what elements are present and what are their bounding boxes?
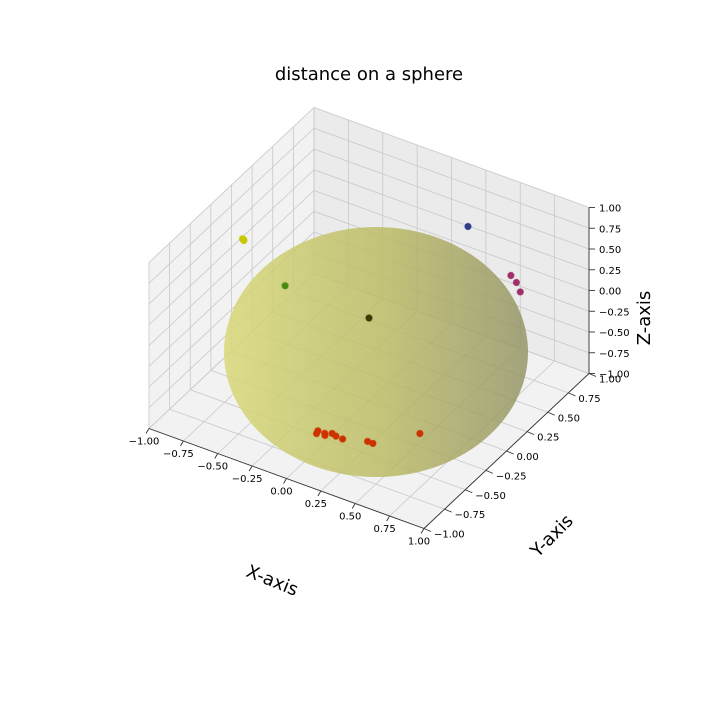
- side-gridline-z: [148, 107, 315, 263]
- y-tick-label: 0.25: [537, 433, 559, 444]
- z-tick-label: −0.25: [599, 307, 630, 318]
- x-tick-mark: [145, 428, 150, 434]
- scatter-point-2: [512, 278, 521, 287]
- x-tick-mark: [283, 478, 287, 484]
- x-tick-mark: [351, 503, 356, 509]
- back-gridline-z: [313, 107, 590, 208]
- x-tick-mark: [420, 528, 425, 534]
- y-axis-label: Y-axis: [526, 511, 578, 563]
- y-tick-label: 0.50: [558, 413, 580, 424]
- x-axis-label: X-axis: [243, 561, 301, 601]
- y-tick-mark: [444, 508, 452, 513]
- chart-title: distance on a sphere: [275, 64, 463, 85]
- x-tick-label: −0.75: [163, 449, 194, 460]
- y-tick-mark: [485, 469, 494, 474]
- scatter-point-0: [464, 222, 472, 231]
- x-tick-label: 1.00: [408, 537, 430, 548]
- scatter-point-16: [338, 435, 347, 443]
- z-tick-label: 0.50: [599, 245, 621, 256]
- z-tick-label: 0.25: [599, 266, 621, 277]
- z-axis-label: Z-axis: [634, 291, 655, 346]
- scatter-point-18: [321, 431, 329, 440]
- scatter-point-1: [507, 271, 515, 280]
- scatter-point-9: [416, 429, 424, 438]
- z-tick-label: −1.00: [599, 370, 630, 381]
- side-gridline-z: [148, 148, 315, 305]
- scatter-point-17: [312, 429, 321, 438]
- y-tick-label: −0.75: [455, 510, 486, 521]
- x-tick-label: −0.25: [232, 474, 263, 485]
- z-tick-label: 0.75: [599, 224, 621, 235]
- x-tick-mark: [248, 465, 253, 472]
- scatter-point-11: [369, 439, 377, 448]
- x-tick-mark: [386, 515, 391, 522]
- scatter-point-7: [281, 282, 289, 290]
- sphere-surface: [224, 227, 528, 477]
- y-tick-mark: [465, 489, 473, 494]
- x-tick-label: 0.75: [373, 524, 395, 535]
- x-tick-label: 0.25: [305, 499, 327, 510]
- y-tick-label: −0.50: [475, 491, 506, 502]
- y-tick-label: 0.75: [578, 394, 600, 405]
- x-tick-label: −0.50: [197, 462, 228, 473]
- x-tick-label: 0.00: [270, 487, 292, 498]
- back-gridline-z: [313, 148, 590, 250]
- side-gridline-z: [148, 169, 315, 326]
- y-tick-mark: [568, 392, 576, 397]
- z-tick-label: −0.50: [599, 328, 630, 339]
- back-gridline-z: [313, 169, 590, 271]
- x-tick-label: −1.00: [129, 437, 160, 448]
- y-tick-mark: [588, 373, 597, 377]
- x-tick-mark: [214, 453, 219, 459]
- y-tick-mark: [423, 528, 432, 532]
- sphere-body: [224, 227, 528, 477]
- y-tick-label: −0.25: [496, 471, 527, 482]
- y-tick-mark: [547, 411, 555, 416]
- y-tick-label: 0.00: [517, 452, 539, 463]
- z-tick-label: −0.75: [599, 349, 630, 360]
- scatter-points: [238, 222, 524, 448]
- y-tick-mark: [506, 450, 514, 455]
- back-gridline-z: [313, 190, 590, 291]
- side-gridline-z: [148, 190, 315, 346]
- y-tick-mark: [526, 431, 535, 436]
- side-gridline-z: [148, 127, 315, 284]
- scatter-point-8: [365, 314, 373, 322]
- y-tick-label: 1.00: [599, 375, 621, 386]
- y-tick-label: −1.00: [434, 530, 465, 541]
- x-tick-mark: [179, 440, 184, 447]
- scatter-point-6: [238, 235, 247, 243]
- z-tick-label: 0.00: [599, 287, 621, 298]
- z-tick-label: 1.00: [599, 204, 621, 215]
- x-tick-label: 0.50: [339, 512, 361, 523]
- scatter-point-15: [332, 432, 340, 440]
- back-gridline-z: [313, 127, 590, 229]
- x-tick-mark: [317, 490, 322, 497]
- tick-labels: −1.00−1.00−1.00−0.75−0.75−0.75−0.50−0.50…: [129, 204, 630, 548]
- scatter-point-3: [516, 288, 524, 296]
